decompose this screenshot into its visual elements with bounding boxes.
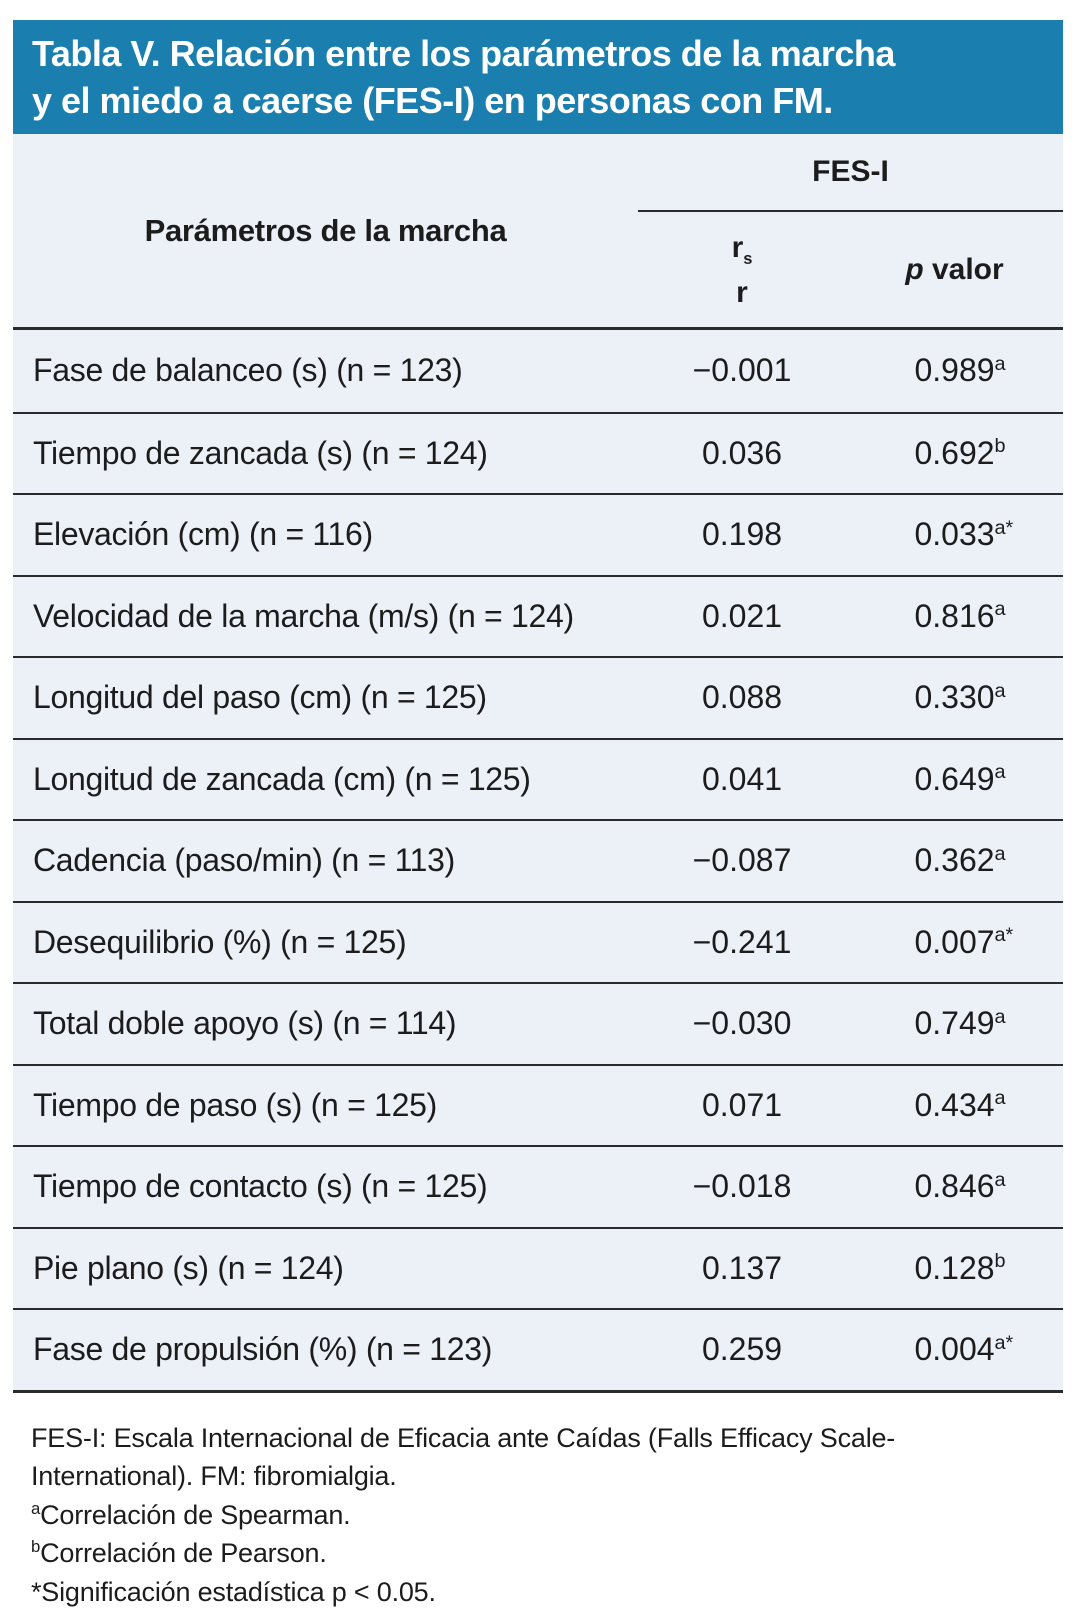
cell-parameter: Elevación (cm) (n = 116) <box>33 516 373 553</box>
table-row: Elevación (cm) (n = 116) 0.198 0.033a* <box>13 493 1063 575</box>
cell-p-value: 0.816a <box>914 597 1006 634</box>
cell-rs-value: 0.259 <box>701 1331 783 1368</box>
table-row: Total doble apoyo (s) (n = 114) −0.030 0… <box>13 982 1063 1064</box>
cell-p-value: 0.989a <box>914 352 1006 389</box>
table-footnotes: FES-I: Escala Internacional de Eficacia … <box>0 1393 1080 1612</box>
cell-rs-value: 0.041 <box>701 760 783 797</box>
cell-rs-value: −0.001 <box>692 352 792 389</box>
table-row: Tiempo de paso (s) (n = 125) 0.071 0.434… <box>13 1063 1063 1146</box>
footnote: aCorrelación de Spearman. <box>31 1498 351 1530</box>
table-row: Cadencia (paso/min) (n = 113) −0.087 0.3… <box>13 819 1063 901</box>
fes-i-subheaders: rs r p valor <box>638 212 1063 327</box>
table-row: Velocidad de la marcha (m/s) (n = 124) 0… <box>13 574 1063 657</box>
footnote-abbrev-line2: International). FM: fibromialgia. <box>31 1461 397 1491</box>
cell-parameter: Fase de balanceo (s) (n = 123) <box>33 352 463 389</box>
cell-parameter: Cadencia (paso/min) (n = 113) <box>33 842 456 879</box>
cell-parameter: Total doble apoyo (s) (n = 114) <box>33 1005 457 1042</box>
cell-parameter: Tiempo de zancada (s) (n = 124) <box>33 434 488 471</box>
cell-p-value: 0.128b <box>914 1249 1006 1286</box>
cell-p-value: 0.362a <box>914 842 1006 879</box>
cell-p-value: 0.649a <box>914 760 1006 797</box>
cell-parameter: Velocidad de la marcha (m/s) (n = 124) <box>33 597 574 634</box>
table-row: Tiempo de contacto (s) (n = 125) −0.018 … <box>13 1145 1063 1227</box>
table-row: Longitud del paso (cm) (n = 125) 0.088 0… <box>13 656 1063 738</box>
table-row: Longitud de zancada (cm) (n = 125) 0.041… <box>13 737 1063 820</box>
data-table: Parámetros de la marcha FES-I rs r p val… <box>13 134 1063 1393</box>
footnotes-list: aCorrelación de Spearman. bCorrelación d… <box>31 1496 1065 1612</box>
cell-parameter: Pie plano (s) (n = 124) <box>33 1249 344 1286</box>
table-row: Fase de propulsión (%) (n = 123) 0.259 0… <box>13 1308 1063 1390</box>
cell-p-value: 0.434a <box>914 1086 1006 1123</box>
table-title-line1: Tabla V. Relación entre los parámetros d… <box>32 33 895 74</box>
cell-parameter: Tiempo de paso (s) (n = 125) <box>33 1086 437 1123</box>
cell-p-value: 0.007a* <box>914 923 1014 960</box>
table-title-banner: Tabla V. Relación entre los parámetros d… <box>13 20 1063 134</box>
cell-parameter: Longitud del paso (cm) (n = 125) <box>33 679 487 716</box>
footnote-abbreviations: FES-I: Escala Internacional de Eficacia … <box>31 1419 1065 1496</box>
cell-rs-value: 0.137 <box>701 1249 783 1286</box>
cell-rs-value: 0.021 <box>701 597 783 634</box>
cell-p-value: 0.033a* <box>914 516 1014 553</box>
cell-rs-value: 0.071 <box>701 1086 783 1123</box>
table-row: Pie plano (s) (n = 124) 0.137 0.128b <box>13 1226 1063 1309</box>
cell-p-value: 0.330a <box>914 679 1006 716</box>
cell-p-value: 0.692b <box>914 434 1006 471</box>
cell-rs-value: −0.030 <box>692 1005 792 1042</box>
cell-parameter: Desequilibrio (%) (n = 125) <box>33 923 407 960</box>
table-title-line2: y el miedo a caerse (FES-I) en personas … <box>32 80 833 121</box>
cell-p-value: 0.749a <box>914 1005 1006 1042</box>
fes-i-group-label: FES-I <box>638 134 1063 212</box>
cell-p-value: 0.004a* <box>914 1331 1014 1368</box>
cell-p-value: 0.846a <box>914 1168 1006 1205</box>
table-row: Fase de balanceo (s) (n = 123) −0.001 0.… <box>13 330 1063 412</box>
cell-parameter: Fase de propulsión (%) (n = 123) <box>33 1331 493 1368</box>
table-row: Desequilibrio (%) (n = 125) −0.241 0.007… <box>13 900 1063 983</box>
footnote: bCorrelación de Pearson. <box>31 1537 327 1568</box>
cell-parameter: Longitud de zancada (cm) (n = 125) <box>33 760 531 797</box>
column-header-parametros: Parámetros de la marcha <box>144 212 507 248</box>
footnote-abbrev-line1: FES-I: Escala Internacional de Eficacia … <box>31 1422 896 1453</box>
rs-symbol: rs <box>731 230 753 268</box>
cell-parameter: Tiempo de contacto (s) (n = 125) <box>33 1168 488 1205</box>
column-header-rs-r: rs r <box>638 231 846 309</box>
cell-rs-value: 0.088 <box>701 679 783 716</box>
cell-rs-value: −0.087 <box>692 842 792 879</box>
table-body: Fase de balanceo (s) (n = 123) −0.001 0.… <box>13 330 1063 1390</box>
cell-rs-value: 0.036 <box>701 434 783 471</box>
cell-rs-value: −0.241 <box>692 923 792 960</box>
footnote: *Significación estadística p < 0.05. <box>31 1576 436 1607</box>
table-header: Parámetros de la marcha FES-I rs r p val… <box>13 134 1063 330</box>
cell-rs-value: −0.018 <box>692 1168 792 1205</box>
column-header-p-valor: p valor <box>905 252 1004 286</box>
r-symbol: r <box>736 275 748 309</box>
cell-rs-value: 0.198 <box>701 516 783 553</box>
column-group-fes-i: FES-I rs r p valor <box>638 134 1063 327</box>
table-row: Tiempo de zancada (s) (n = 124) 0.036 0.… <box>13 411 1063 494</box>
